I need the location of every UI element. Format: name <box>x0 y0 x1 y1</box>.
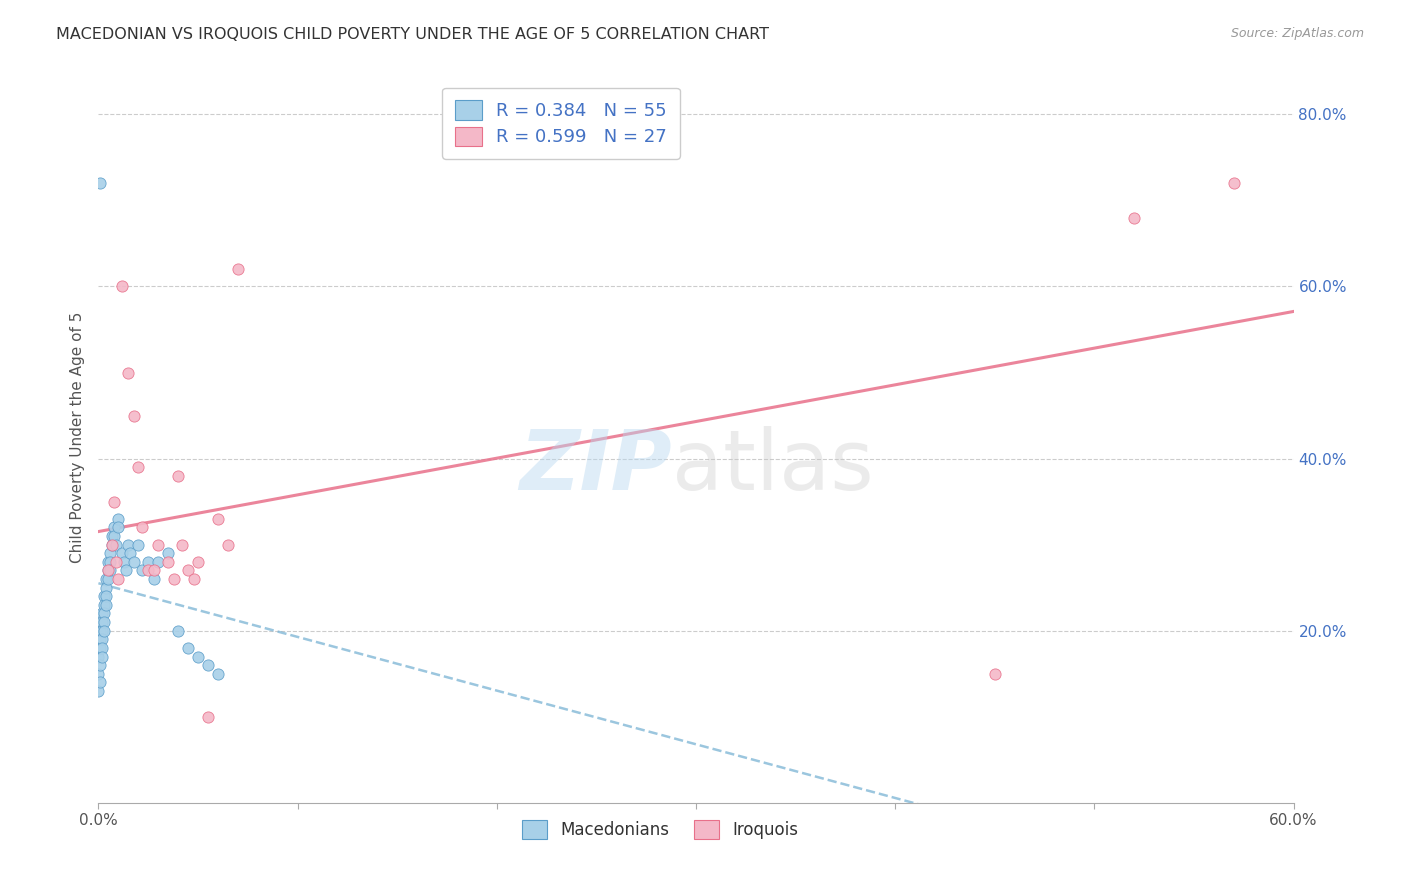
Point <box>98 546 122 560</box>
Point <box>97 564 120 578</box>
Point <box>101 538 124 552</box>
Point <box>197 710 219 724</box>
Legend: Macedonians, Iroquois: Macedonians, Iroquois <box>515 814 806 846</box>
Point <box>167 468 190 483</box>
Point <box>89 675 111 690</box>
Text: ZIP: ZIP <box>519 425 672 507</box>
Point <box>89 658 111 673</box>
Point <box>93 598 115 612</box>
Point <box>97 555 120 569</box>
Point <box>93 624 115 638</box>
Point <box>127 460 149 475</box>
Point <box>197 658 219 673</box>
Point <box>107 572 129 586</box>
Point <box>101 529 124 543</box>
Point <box>217 538 239 552</box>
Point <box>131 520 153 534</box>
Point <box>91 640 114 655</box>
Point <box>105 538 128 552</box>
Point <box>177 564 200 578</box>
Point <box>157 546 180 560</box>
Point <box>143 564 166 578</box>
Point <box>117 366 139 380</box>
Point <box>207 512 229 526</box>
Point <box>101 538 124 552</box>
Point <box>96 581 118 595</box>
Point <box>207 666 229 681</box>
Point <box>111 279 134 293</box>
Point <box>98 564 122 578</box>
Point <box>91 624 114 638</box>
Point <box>96 572 118 586</box>
Point <box>124 409 146 423</box>
Point <box>87 649 110 664</box>
Point <box>89 640 111 655</box>
Point <box>93 615 115 629</box>
Point <box>127 538 149 552</box>
Point <box>226 262 249 277</box>
Point <box>111 546 134 560</box>
Point <box>124 555 146 569</box>
Point <box>103 529 125 543</box>
Point <box>103 520 125 534</box>
Point <box>177 640 200 655</box>
Point <box>172 538 194 552</box>
Point <box>117 538 139 552</box>
Point <box>93 589 115 603</box>
Point <box>136 555 159 569</box>
Text: atlas: atlas <box>672 425 873 507</box>
Point <box>97 564 120 578</box>
Point <box>91 632 114 647</box>
Point <box>89 176 111 190</box>
Point <box>112 555 135 569</box>
Point <box>148 538 170 552</box>
Point <box>96 589 118 603</box>
Point <box>105 555 128 569</box>
Point <box>89 632 111 647</box>
Point <box>187 649 209 664</box>
Point <box>93 607 115 621</box>
Point <box>183 572 205 586</box>
Point <box>87 666 110 681</box>
Text: MACEDONIAN VS IROQUOIS CHILD POVERTY UNDER THE AGE OF 5 CORRELATION CHART: MACEDONIAN VS IROQUOIS CHILD POVERTY UND… <box>56 27 769 42</box>
Point <box>131 564 153 578</box>
Point <box>103 494 125 508</box>
Point <box>91 615 114 629</box>
Point <box>187 555 209 569</box>
Point <box>91 607 114 621</box>
Point <box>98 555 122 569</box>
Point <box>984 666 1007 681</box>
Point <box>120 546 142 560</box>
Point <box>97 572 120 586</box>
Text: Source: ZipAtlas.com: Source: ZipAtlas.com <box>1230 27 1364 40</box>
Point <box>115 564 138 578</box>
Point <box>163 572 186 586</box>
Point <box>96 598 118 612</box>
Point <box>136 564 159 578</box>
Point <box>107 520 129 534</box>
Point <box>157 555 180 569</box>
Point <box>1223 176 1246 190</box>
Point <box>89 624 111 638</box>
Point <box>87 684 110 698</box>
Y-axis label: Child Poverty Under the Age of 5: Child Poverty Under the Age of 5 <box>69 311 84 563</box>
Point <box>167 624 190 638</box>
Point <box>1123 211 1146 225</box>
Point <box>143 572 166 586</box>
Point <box>91 649 114 664</box>
Point <box>148 555 170 569</box>
Point <box>107 512 129 526</box>
